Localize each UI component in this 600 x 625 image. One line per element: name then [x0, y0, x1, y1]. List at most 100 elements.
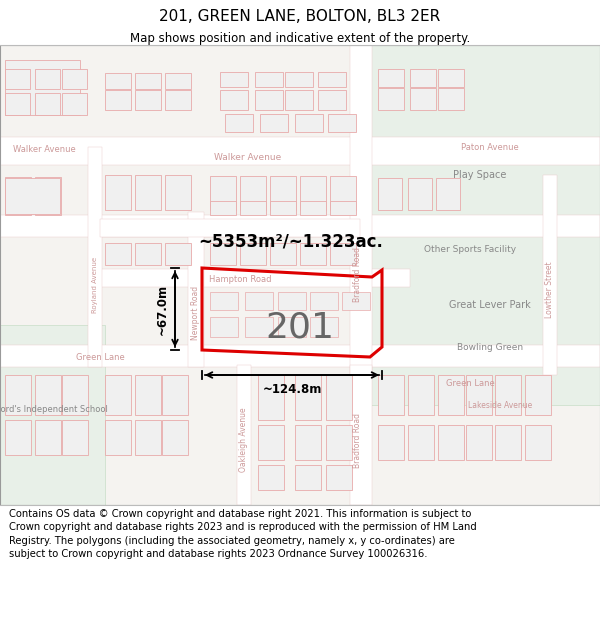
Bar: [300, 243, 326, 265]
Bar: [495, 425, 521, 460]
Text: Green Lane: Green Lane: [76, 352, 124, 361]
Bar: [100, 219, 360, 237]
Bar: [295, 465, 321, 490]
Bar: [408, 425, 434, 460]
Bar: [135, 243, 161, 265]
Bar: [525, 375, 551, 415]
Bar: [278, 292, 306, 310]
Text: Newport Road: Newport Road: [191, 286, 200, 340]
Bar: [188, 212, 204, 367]
Bar: [135, 90, 161, 110]
Bar: [0, 137, 600, 165]
Text: Lowther Street: Lowther Street: [545, 262, 554, 318]
Bar: [220, 90, 248, 110]
Bar: [270, 243, 296, 265]
Bar: [225, 114, 253, 132]
Bar: [105, 243, 131, 265]
Bar: [525, 425, 551, 460]
Bar: [135, 420, 161, 455]
Bar: [162, 375, 188, 415]
Bar: [0, 345, 600, 367]
Bar: [0, 325, 105, 505]
Bar: [210, 317, 238, 337]
Bar: [436, 178, 460, 210]
Bar: [543, 175, 557, 375]
Bar: [438, 425, 464, 460]
Bar: [310, 292, 338, 310]
Bar: [258, 425, 284, 460]
Text: Great Lever Park: Great Lever Park: [449, 300, 531, 310]
Text: Lord's Independent School: Lord's Independent School: [0, 406, 108, 414]
Bar: [165, 90, 191, 110]
Bar: [330, 176, 356, 210]
Text: Oakleigh Avenue: Oakleigh Avenue: [239, 408, 248, 472]
Bar: [240, 243, 266, 265]
Bar: [5, 69, 30, 89]
Bar: [105, 375, 131, 415]
Bar: [5, 60, 80, 115]
Bar: [5, 375, 31, 415]
Text: Map shows position and indicative extent of the property.: Map shows position and indicative extent…: [130, 32, 470, 46]
Bar: [466, 375, 492, 415]
Text: 201: 201: [265, 310, 335, 344]
Text: ~124.8m: ~124.8m: [262, 383, 322, 396]
Bar: [0, 215, 600, 237]
Bar: [165, 243, 191, 265]
Bar: [378, 88, 404, 110]
Bar: [240, 201, 266, 215]
Text: Bowling Green: Bowling Green: [457, 342, 523, 351]
Bar: [378, 375, 404, 415]
Bar: [135, 73, 161, 89]
Text: 201, GREEN LANE, BOLTON, BL3 2ER: 201, GREEN LANE, BOLTON, BL3 2ER: [160, 9, 440, 24]
Bar: [310, 317, 338, 337]
Bar: [330, 243, 356, 265]
Text: Bradford Road: Bradford Road: [353, 248, 362, 302]
Bar: [35, 69, 60, 89]
Bar: [105, 90, 131, 110]
Text: Other Sports Facility: Other Sports Facility: [424, 246, 516, 254]
Text: Hampton Road: Hampton Road: [209, 274, 271, 284]
Bar: [270, 201, 296, 215]
Bar: [378, 178, 402, 210]
Bar: [62, 93, 87, 115]
Bar: [210, 243, 236, 265]
Bar: [105, 73, 131, 89]
Bar: [165, 73, 191, 89]
Bar: [105, 420, 131, 455]
Bar: [5, 420, 31, 455]
Bar: [5, 178, 60, 214]
Bar: [135, 175, 161, 210]
Bar: [350, 365, 372, 505]
Bar: [245, 292, 273, 310]
Bar: [255, 90, 283, 110]
Text: Play Space: Play Space: [454, 170, 506, 180]
Text: Royland Avenue: Royland Avenue: [92, 257, 98, 313]
Bar: [295, 114, 323, 132]
Bar: [295, 375, 321, 420]
Bar: [355, 45, 600, 405]
Bar: [278, 317, 306, 337]
Bar: [495, 375, 521, 415]
Text: Walker Avenue: Walker Avenue: [214, 152, 281, 161]
Bar: [100, 269, 410, 287]
Bar: [240, 176, 266, 210]
Bar: [410, 88, 436, 110]
Bar: [300, 176, 326, 210]
Bar: [62, 375, 88, 415]
Bar: [270, 176, 296, 210]
Bar: [220, 72, 248, 87]
Text: Contains OS data © Crown copyright and database right 2021. This information is : Contains OS data © Crown copyright and d…: [9, 509, 477, 559]
Bar: [328, 114, 356, 132]
Bar: [35, 375, 61, 415]
Bar: [295, 425, 321, 460]
Bar: [35, 420, 61, 455]
Bar: [350, 45, 372, 375]
Bar: [318, 72, 346, 87]
Bar: [210, 201, 236, 215]
Bar: [245, 317, 273, 337]
Text: ~67.0m: ~67.0m: [156, 284, 169, 334]
Bar: [210, 292, 238, 310]
Bar: [342, 292, 370, 310]
Bar: [165, 175, 191, 210]
Bar: [258, 465, 284, 490]
